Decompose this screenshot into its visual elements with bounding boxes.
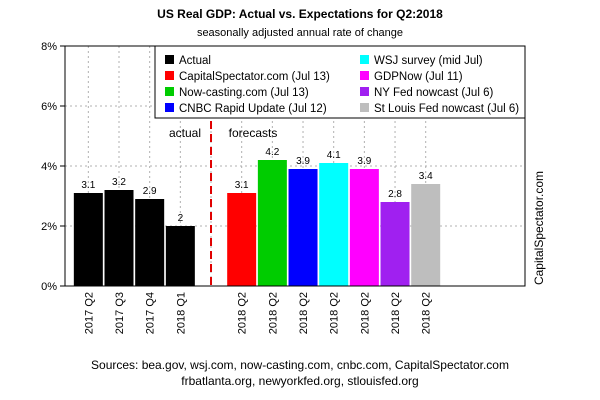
- x-tick-label: 2018 Q2: [267, 292, 279, 334]
- bar: [349, 169, 379, 286]
- annotation-actual: actual: [169, 126, 201, 140]
- bar: [227, 193, 257, 286]
- x-tick-label: 2018 Q2: [390, 292, 402, 334]
- legend-swatch: [360, 103, 369, 112]
- legend-swatch: [360, 55, 369, 64]
- bar: [319, 163, 349, 286]
- bar: [165, 226, 195, 286]
- legend-swatch: [165, 103, 174, 112]
- bar: [104, 190, 134, 286]
- legend-entry-label: Now-casting.com (Jul 13): [179, 87, 309, 99]
- x-tick-label: 2018 Q2: [298, 292, 310, 334]
- x-tick-label: 2018 Q1: [175, 292, 187, 334]
- legend-entry-label: Actual: [179, 55, 211, 67]
- bar-value-label: 2.9: [143, 186, 157, 197]
- legend-swatch: [165, 87, 174, 96]
- watermark-capitalspectator: CapitalSpectator.com: [532, 171, 546, 285]
- bar-value-label: 2: [178, 213, 184, 224]
- bar: [380, 202, 410, 286]
- bar: [135, 199, 165, 286]
- y-tick-label: 0%: [41, 281, 57, 293]
- legend-entry-label: WSJ survey (mid Jul): [374, 55, 483, 67]
- legend-entry-label: GDPNow (Jul 11): [374, 71, 463, 83]
- bar: [288, 169, 318, 286]
- bar: [411, 184, 441, 286]
- legend-swatch: [165, 71, 174, 80]
- x-tick-label: 2018 Q2: [329, 292, 341, 334]
- annotation-forecasts: forecasts: [229, 126, 278, 140]
- bar-value-label: 3.1: [81, 180, 95, 191]
- x-tick-label: 2017 Q2: [83, 292, 95, 334]
- legend-swatch: [360, 87, 369, 96]
- sources-line-1: Sources: bea.gov, wsj.com, now-casting.c…: [91, 358, 509, 372]
- sources-line-2: frbatlanta.org, newyorkfed.org, stlouisf…: [181, 374, 419, 388]
- bar-value-label: 3.9: [296, 156, 310, 167]
- x-tick-label: 2017 Q4: [145, 292, 157, 334]
- legend-swatch: [165, 55, 174, 64]
- chart-title: US Real GDP: Actual vs. Expectations for…: [157, 7, 443, 21]
- bar-value-label: 4.1: [327, 150, 341, 161]
- legend-entry-label: NY Fed nowcast (Jul 6): [374, 87, 493, 99]
- bar: [73, 193, 103, 286]
- chart-subtitle: seasonally adjusted annual rate of chang…: [196, 27, 404, 39]
- legend-box: [154, 45, 526, 119]
- bar-value-label: 3.4: [419, 171, 433, 182]
- bar-value-label: 3.2: [112, 177, 126, 188]
- legend-entry-label: St Louis Fed nowcast (Jul 6): [374, 103, 519, 115]
- legend-entry-label: CNBC Rapid Update (Jul 12): [179, 103, 327, 115]
- bar-value-label: 3.9: [357, 156, 371, 167]
- y-tick-label: 2%: [41, 221, 57, 233]
- x-tick-label: 2017 Q3: [114, 292, 126, 334]
- x-tick-label: 2018 Q2: [359, 292, 371, 334]
- y-tick-label: 8%: [41, 41, 57, 53]
- y-tick-label: 4%: [41, 161, 57, 173]
- bar-value-label: 4.2: [265, 147, 279, 158]
- legend-swatch: [360, 71, 369, 80]
- x-tick-label: 2018 Q2: [421, 292, 433, 334]
- x-tick-label: 2018 Q2: [237, 292, 249, 334]
- legend-entry-label: CapitalSpectator.com (Jul 13): [179, 71, 330, 83]
- bar: [257, 160, 287, 286]
- bar-value-label: 2.8: [388, 189, 402, 200]
- bar-value-label: 3.1: [235, 180, 249, 191]
- y-tick-label: 6%: [41, 101, 57, 113]
